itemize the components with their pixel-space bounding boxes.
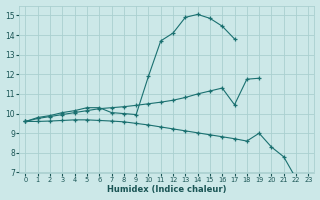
X-axis label: Humidex (Indice chaleur): Humidex (Indice chaleur) xyxy=(107,185,227,194)
